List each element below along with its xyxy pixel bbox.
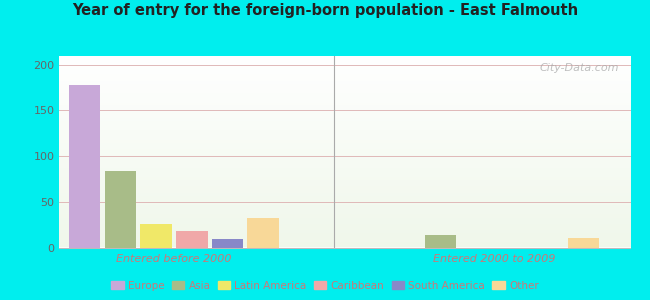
Bar <box>567 238 599 247</box>
Bar <box>69 85 101 248</box>
Bar <box>105 171 136 248</box>
Text: City-Data.com: City-Data.com <box>540 63 619 73</box>
Bar <box>248 218 279 248</box>
Text: Entered before 2000: Entered before 2000 <box>116 254 231 263</box>
Text: Year of entry for the foreign-born population - East Falmouth: Year of entry for the foreign-born popul… <box>72 3 578 18</box>
Bar <box>176 231 207 247</box>
Bar <box>425 235 456 248</box>
Bar <box>140 224 172 248</box>
Text: Entered 2000 to 2009: Entered 2000 to 2009 <box>433 254 555 263</box>
Bar <box>212 239 243 247</box>
Legend: Europe, Asia, Latin America, Caribbean, South America, Other: Europe, Asia, Latin America, Caribbean, … <box>107 277 543 295</box>
